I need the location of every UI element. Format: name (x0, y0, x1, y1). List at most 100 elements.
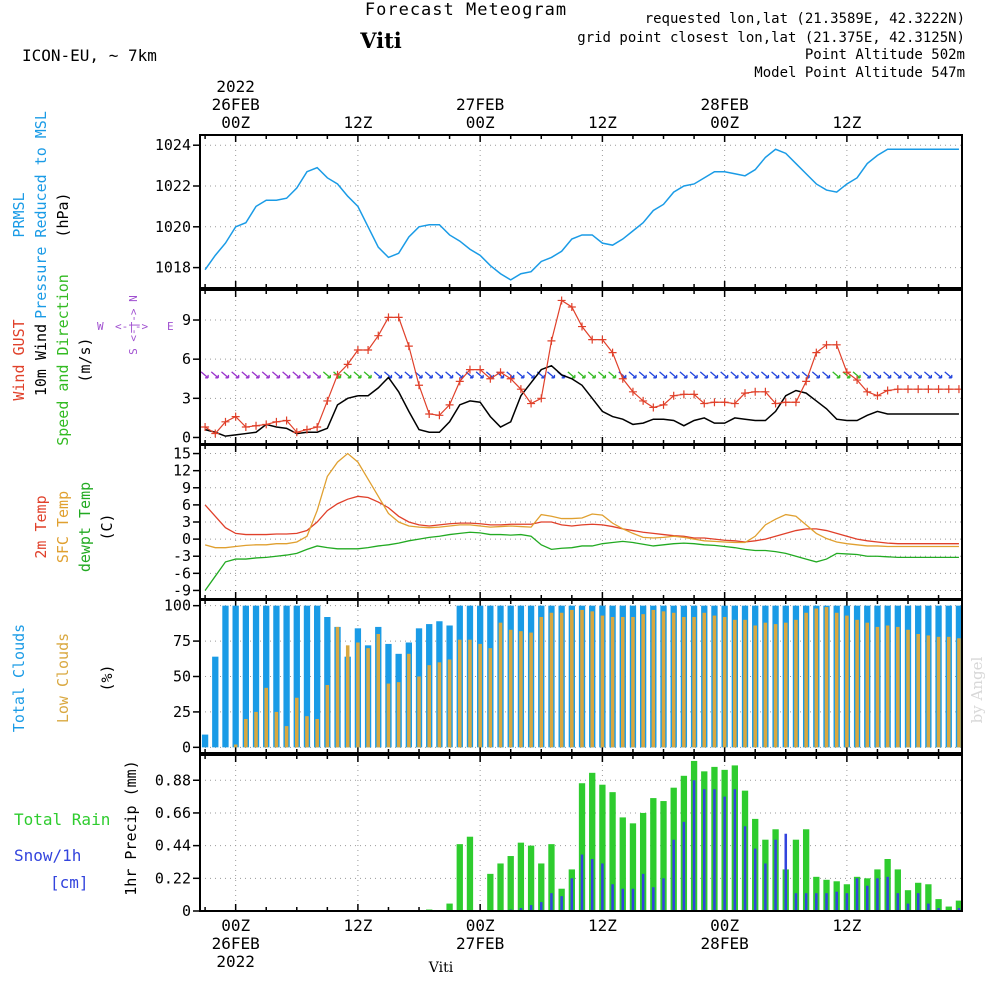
total-cloud-bar (263, 605, 270, 748)
y-tick-label: 1022 (155, 177, 191, 195)
wind-direction-arrow (404, 371, 413, 379)
wind-gust-marker (649, 403, 658, 412)
wind-direction-arrow (282, 371, 291, 379)
snow-bar (733, 789, 737, 911)
wind-direction-arrow (740, 371, 749, 379)
footer-location: Viti (428, 960, 454, 976)
wind-gust-marker (751, 387, 760, 396)
legend-label: Wind GUST (10, 319, 28, 400)
time-axis-label: 28FEB (701, 95, 749, 114)
wind-gust-marker (313, 423, 322, 432)
wind-gust-marker (761, 387, 770, 396)
wind-gust-marker (690, 390, 699, 399)
wind-gust-marker (415, 381, 424, 390)
wind-direction-arrow (271, 371, 281, 379)
legend-label: Total Clouds (10, 624, 28, 732)
time-axis-label: 27FEB (456, 95, 504, 114)
snow-unit-legend: [cm] (50, 873, 89, 892)
wind-gust-marker (791, 398, 800, 407)
time-axis-label: 27FEB (456, 934, 504, 953)
wind-direction-arrow (587, 371, 596, 379)
wind-direction-arrow (455, 371, 464, 379)
snow-bar (825, 893, 828, 911)
low-cloud-bar (284, 726, 289, 748)
wind-gust-marker (598, 335, 607, 344)
low-cloud-bar (264, 687, 268, 748)
snow-bar (672, 839, 675, 911)
wind-gust-marker (445, 400, 454, 409)
snow-bar (519, 908, 523, 911)
legend-label: (m/s) (76, 337, 94, 382)
legend-label: (%) (98, 664, 116, 691)
snow-bar (753, 848, 757, 911)
wind-gust-marker (516, 385, 525, 394)
low-cloud-bar (539, 617, 544, 748)
wind-direction-arrow (547, 371, 556, 379)
wind-direction-arrow (434, 371, 444, 379)
rain-bar (955, 900, 963, 911)
rain-bar (466, 836, 474, 911)
time-axis-label: 12Z (588, 113, 617, 132)
panel-frame (199, 134, 963, 289)
wind-gust-marker (904, 385, 913, 394)
rain-bar (517, 842, 525, 911)
wind-direction-arrow (251, 371, 260, 379)
legend-label: Pressure Reduced to MSL (32, 111, 50, 319)
y-tick-label: 1024 (155, 136, 191, 154)
wind-gust-marker (914, 385, 923, 394)
wind-gust-marker (353, 346, 362, 355)
wind-direction-arrow (221, 371, 230, 379)
wind-direction-arrow (720, 371, 729, 379)
compass-east: E (167, 320, 174, 333)
wind-direction-arrow (628, 371, 637, 379)
low-cloud-bar (600, 615, 605, 748)
wind-direction-arrow (832, 371, 841, 379)
wind-direction-arrow (699, 371, 708, 379)
low-cloud-bar (916, 634, 920, 748)
wind-gust-marker (720, 398, 729, 407)
wind-gust-marker (374, 331, 383, 340)
time-axis-label: 28FEB (701, 934, 749, 953)
snow-legend: Snow/1h (14, 846, 81, 865)
wind-gust-marker (842, 368, 851, 377)
wind-gust-marker (781, 398, 790, 407)
wind-gust-marker (394, 313, 403, 322)
y-tick-label: 0 (182, 428, 191, 446)
low-cloud-bar (845, 615, 849, 748)
snow-bar (957, 908, 961, 911)
snow-bar (835, 891, 838, 911)
time-axis-label: 00Z (221, 916, 250, 935)
dewpt-temp-line (204, 531, 959, 591)
precipitation-panel: 0 0.22 0.44 0.66 0.88 (155, 754, 963, 920)
wind-gust-marker (364, 346, 373, 355)
low-cloud-bar (620, 617, 625, 748)
requested-coordinates: requested lon,lat (21.3589E, 42.3222N) (645, 11, 965, 27)
snow-bar (631, 888, 635, 911)
snow-bar (774, 839, 777, 911)
y-tick-label: 50 (173, 668, 191, 686)
wind-gust-marker (455, 377, 464, 386)
time-axis-label: 00Z (221, 113, 250, 132)
wind-gust-marker (628, 387, 637, 396)
wind-direction-arrow (445, 371, 454, 379)
low-cloud-bar (305, 716, 309, 748)
snow-bar (937, 908, 940, 911)
wind-gust-marker (333, 370, 342, 379)
wind-gust-marker (527, 399, 536, 408)
wind-gust-marker (608, 348, 617, 357)
legend-label: dewpt Temp (76, 482, 94, 572)
wind-direction-arrow (710, 371, 719, 379)
y-tick-label: -6 (173, 564, 191, 582)
rain-bar (548, 844, 555, 911)
wind-direction-arrow (516, 371, 525, 379)
sfc-temp-line (204, 452, 959, 549)
wind-gust-marker (211, 429, 220, 438)
rain-bar (578, 783, 586, 911)
time-axis-label: 2022 (216, 77, 255, 96)
wind-gust-marker (812, 348, 821, 357)
wind-direction-arrow (669, 371, 678, 379)
snow-bar (662, 878, 665, 911)
rain-bar (894, 869, 901, 911)
y-tick-label: 12 (173, 462, 191, 480)
low-cloud-bar (478, 643, 482, 748)
